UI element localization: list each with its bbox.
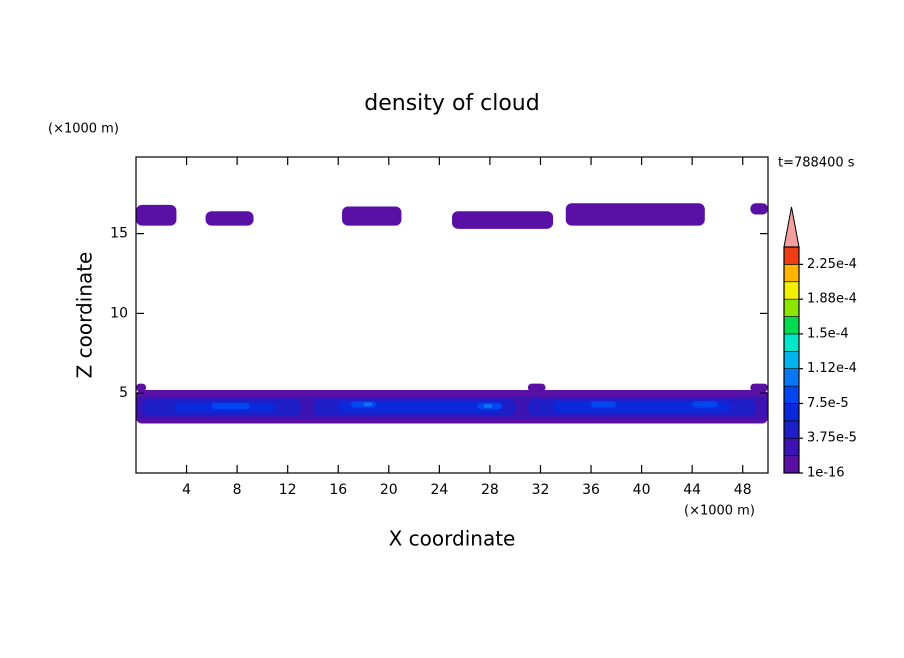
colorbar-tick-label: 1.5e-4 [807, 326, 849, 341]
plot-frame [135, 156, 769, 474]
x-tick-label: 12 [279, 482, 297, 498]
colorbar-tick-label: 2.25e-4 [807, 257, 857, 272]
colorbar-tick-label: 3.75e-5 [807, 431, 857, 446]
cloud-region [136, 204, 177, 226]
colorbar-band [783, 437, 800, 456]
cloud-region [363, 402, 373, 406]
colorbar-band [783, 264, 800, 283]
colorbar-band [783, 403, 800, 422]
x-tick-label: 20 [380, 482, 398, 498]
colorbar-band [783, 420, 800, 439]
x-tick-label: 8 [233, 482, 242, 498]
cloud-region [205, 211, 254, 226]
colorbar-band [783, 385, 800, 404]
colorbar-tick-label: 1e-16 [807, 466, 845, 481]
colorbar-tick-label: 1.88e-4 [807, 292, 857, 307]
colorbar-tick-label: 1.12e-4 [807, 361, 857, 376]
cloud-region [750, 203, 768, 215]
chart-title: density of cloud [364, 91, 539, 116]
x-tick-label: 32 [532, 482, 550, 498]
colorbar-band [783, 368, 800, 387]
x-tick-label: 28 [481, 482, 499, 498]
cloud-region [338, 401, 503, 413]
x-unit: (×1000 m) [684, 504, 755, 519]
x-tick-label: 48 [734, 482, 752, 498]
colorbar-band [783, 351, 800, 369]
y-axis-label: Z coordinate [73, 252, 97, 379]
cloud-region [750, 383, 768, 392]
y-tick-label: 10 [110, 305, 128, 321]
cloud-region [692, 401, 718, 408]
y-tick-label: 5 [119, 385, 128, 401]
cloud-region [527, 383, 546, 392]
colorbar-band [783, 298, 800, 317]
y-unit: (×1000 m) [48, 122, 119, 137]
colorbar-band [783, 246, 800, 265]
cloud-region [452, 211, 554, 229]
cloud-region [136, 383, 147, 392]
colorbar-over-triangle [783, 206, 800, 248]
colorbar-band [783, 333, 800, 352]
colorbar-band [783, 455, 800, 474]
x-axis-label: X coordinate [389, 527, 516, 551]
cloud-region [342, 206, 402, 226]
x-tick-label: 44 [683, 482, 701, 498]
x-tick-label: 40 [633, 482, 651, 498]
time-annotation: t=788400 s [778, 156, 855, 171]
colorbar-frame [783, 246, 800, 474]
x-tick-label: 16 [329, 482, 347, 498]
x-tick-label: 24 [430, 482, 448, 498]
colorbar-tick-label: 7.5e-5 [807, 396, 849, 411]
cloud-region [483, 404, 493, 408]
cloud-region [211, 402, 250, 410]
colorbar-band [783, 281, 800, 300]
colorbar: 1e-16 3.75e-5 7.5e-5 1.12e-4 1.5e-4 1.88e-4 2.… [783, 206, 857, 481]
y-tick-label: 15 [110, 226, 128, 242]
cloud-region [565, 203, 705, 226]
x-tick-label: 36 [582, 482, 600, 498]
x-tick-label: 4 [182, 482, 191, 498]
colorbar-band [783, 316, 800, 335]
contour-field [136, 203, 768, 424]
cloud-region [591, 401, 617, 408]
